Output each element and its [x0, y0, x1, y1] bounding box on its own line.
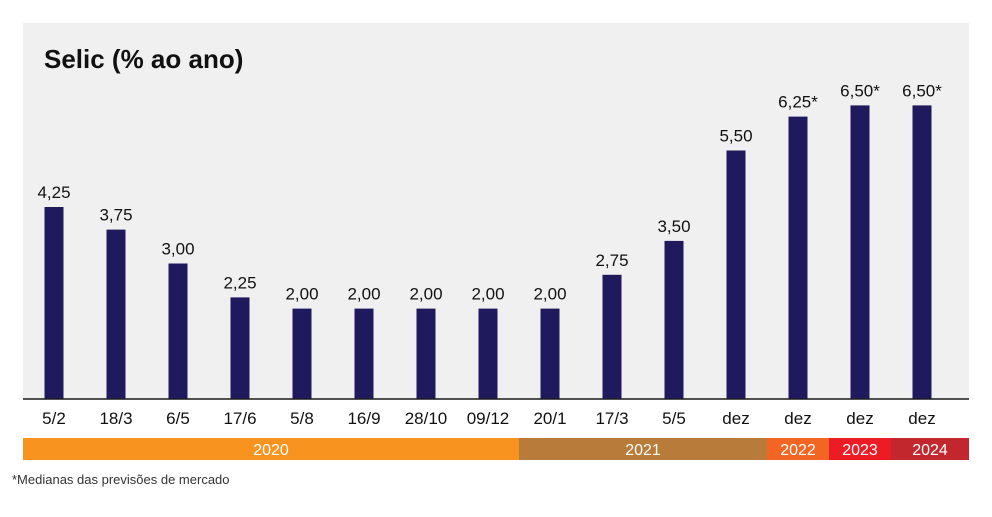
x-tick-label: dez [908, 409, 935, 428]
bar [664, 240, 684, 399]
data-label: 6,50* [840, 81, 880, 100]
year-band-segment [519, 438, 767, 460]
chart-title: Selic (% ao ano) [44, 44, 243, 74]
x-tick-label: 17/6 [223, 409, 256, 428]
bars-layer: 4,25 3,75 3,00 2,25 2,00 2,00 2,00 2,00 2,00 2,75… [37, 81, 942, 400]
data-label: 6,50* [902, 81, 942, 100]
x-tick-label: 20/1 [533, 409, 566, 428]
x-tick-label: 18/3 [99, 409, 132, 428]
data-label: 5,50 [719, 127, 752, 146]
data-label: 2,00 [409, 285, 442, 304]
x-tick-label: 16/9 [347, 409, 380, 428]
year-band-segment [829, 438, 891, 460]
x-tick-label: 09/12 [467, 409, 510, 428]
data-label: 2,00 [347, 285, 380, 304]
data-label: 4,25 [37, 183, 70, 202]
data-label: 3,75 [99, 206, 132, 225]
year-band-segment [23, 438, 519, 460]
bar [416, 308, 436, 399]
x-tick-label: 28/10 [405, 409, 448, 428]
bar [168, 263, 188, 399]
year-band-segment [891, 438, 969, 460]
bar [230, 297, 250, 399]
year-label: 2020 [253, 442, 289, 459]
bar [292, 308, 312, 399]
x-tick-label: 5/5 [662, 409, 686, 428]
bar [106, 229, 126, 399]
year-band-segment [767, 438, 829, 460]
year-label: 2024 [912, 442, 948, 459]
x-tick-label: dez [784, 409, 811, 428]
bar [850, 105, 870, 400]
data-label: 2,25 [223, 273, 256, 292]
x-tick-label: 6/5 [166, 409, 190, 428]
data-label: 6,25* [778, 93, 818, 112]
footnote: *Medianas das previsões de mercado [12, 472, 230, 487]
bar [478, 308, 498, 399]
bar [540, 308, 560, 399]
bar [788, 116, 808, 399]
x-tick-label: 5/2 [42, 409, 66, 428]
bar [44, 207, 64, 399]
x-tick-labels: 5/2 18/3 6/5 17/6 5/8 16/9 28/10 09/12 20/1 17/3 5… [42, 409, 936, 428]
year-label: 2023 [842, 442, 878, 459]
x-tick-label: 5/8 [290, 409, 314, 428]
bar [726, 150, 746, 399]
year-label: 2022 [780, 442, 816, 459]
bar [602, 274, 622, 399]
data-label: 3,50 [657, 217, 690, 236]
data-label: 2,00 [285, 285, 318, 304]
x-tick-label: dez [722, 409, 749, 428]
x-tick-label: dez [846, 409, 873, 428]
data-label: 3,00 [161, 240, 194, 259]
data-label: 2,00 [533, 285, 566, 304]
data-label: 2,75 [595, 251, 628, 270]
x-tick-label: 17/3 [595, 409, 628, 428]
data-label: 2,00 [471, 285, 504, 304]
bar [354, 308, 374, 399]
year-band: 2020 2021 2022 2023 2024 [23, 438, 969, 460]
year-label: 2021 [625, 442, 661, 459]
bar [912, 105, 932, 400]
